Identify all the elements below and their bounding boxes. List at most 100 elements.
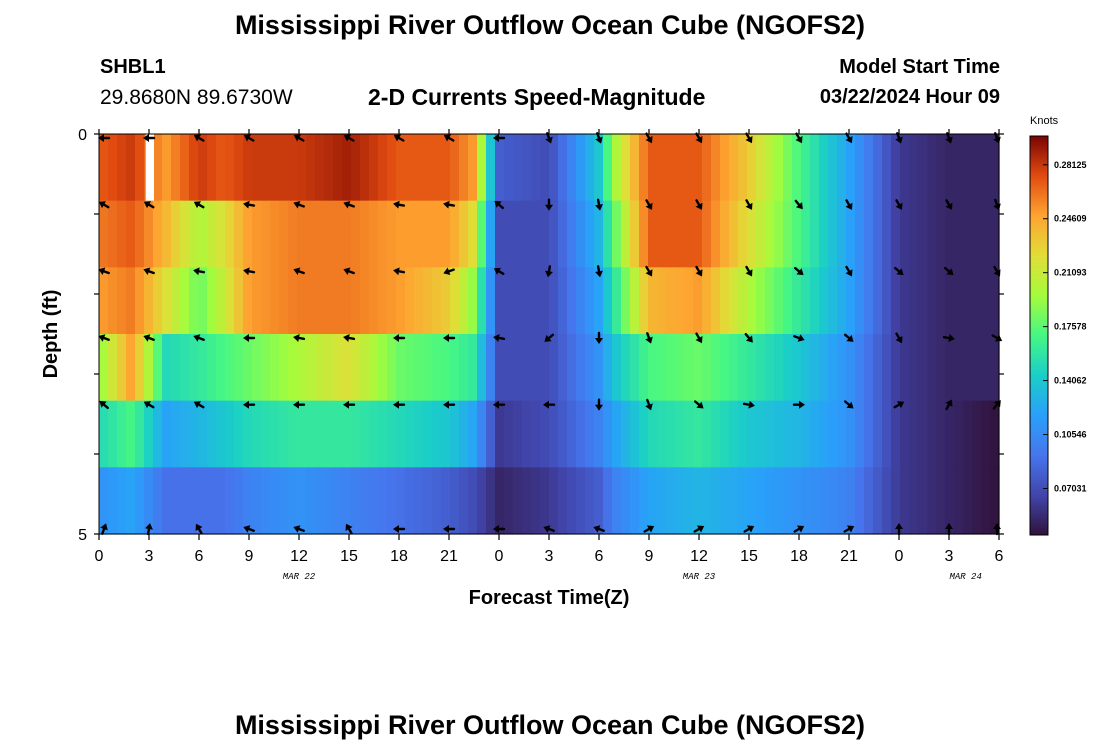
heatmap-cell (675, 400, 685, 468)
current-vector-arrow (443, 525, 456, 533)
heatmap-cell (252, 134, 262, 202)
current-vector-arrow (693, 400, 704, 409)
heatmap-cell (216, 334, 226, 402)
heatmap-cell (792, 200, 802, 268)
current-vector-arrow (98, 334, 110, 342)
heatmap-cell (873, 200, 883, 268)
heatmap-cell (387, 334, 397, 402)
heatmap-cell (657, 134, 667, 202)
heatmap-cell (765, 334, 775, 402)
heatmap-cell (963, 400, 973, 468)
heatmap-cell (261, 400, 271, 468)
heatmap-cell (261, 267, 271, 335)
heatmap-cell (207, 134, 217, 202)
heatmap-cell (270, 200, 280, 268)
heatmap-cell (756, 200, 766, 268)
heatmap-cell (972, 334, 982, 402)
heatmap-cell (369, 467, 379, 535)
heatmap-cell (108, 267, 118, 335)
heatmap-cell (702, 267, 712, 335)
heatmap-cell (315, 267, 325, 335)
heatmap-cell (180, 200, 190, 268)
heatmap-cell (990, 200, 1000, 268)
x-tick-label: 0 (95, 548, 104, 565)
heatmap-cell (711, 200, 721, 268)
heatmap-cell (873, 134, 883, 202)
current-vector-arrow (243, 334, 256, 342)
current-vector-arrow (545, 198, 553, 211)
heatmap-cell (396, 267, 406, 335)
heatmap-cell (576, 200, 586, 268)
x-tick-label: 12 (290, 548, 308, 565)
heatmap-cell (801, 334, 811, 402)
heatmap-cell (864, 334, 874, 402)
heatmap-cell (774, 134, 784, 202)
heatmap-cell (423, 267, 433, 335)
heatmap-cell (801, 200, 811, 268)
heatmap-cell (243, 334, 253, 402)
heatmap-cell (882, 400, 892, 468)
heatmap-cell (126, 267, 136, 335)
heatmap-cell (387, 467, 397, 535)
heatmap-cell (225, 200, 235, 268)
heatmap-cell (324, 400, 334, 468)
heatmap-cell (927, 200, 937, 268)
heatmap-cell (171, 400, 181, 468)
heatmap-cell (513, 334, 523, 402)
heatmap-cell (756, 267, 766, 335)
heatmap-cell (387, 400, 397, 468)
heatmap-cell (216, 134, 226, 202)
heatmap-cell (360, 200, 370, 268)
current-vector-arrow (693, 525, 705, 533)
heatmap-cell (720, 267, 730, 335)
heatmap-cell (693, 200, 703, 268)
heatmap-cell (603, 134, 613, 202)
heatmap-cell (963, 267, 973, 335)
heatmap-cell (432, 467, 442, 535)
heatmap-cell (189, 400, 199, 468)
heatmap-cell (216, 467, 226, 535)
heatmap-cell (738, 134, 748, 202)
current-vector-arrow (243, 525, 255, 533)
heatmap-cell (342, 134, 352, 202)
heatmap-cell (243, 267, 253, 335)
colorbar-tick-label: 0.21093 (1054, 268, 1087, 278)
heatmap-cell (261, 334, 271, 402)
current-vector-arrow (793, 525, 805, 533)
heatmap-cell (297, 134, 307, 202)
heatmap-cell (909, 400, 919, 468)
heatmap-cell (297, 334, 307, 402)
heatmap-cell (846, 267, 856, 335)
heatmap-cell (162, 267, 172, 335)
heatmap-cell (243, 200, 253, 268)
heatmap-cell (873, 400, 883, 468)
heatmap-cell (855, 400, 865, 468)
heatmap-cell (927, 267, 937, 335)
heatmap-cell (504, 134, 514, 202)
heatmap-cell (171, 200, 181, 268)
heatmap-cell (882, 467, 892, 535)
heatmap-cell (738, 334, 748, 402)
heatmap-cell (324, 334, 334, 402)
heatmap-cell (171, 267, 181, 335)
current-vector-arrow (845, 132, 853, 144)
heatmap-cell (180, 400, 190, 468)
heatmap-cell (549, 334, 559, 402)
heatmap-cell (612, 467, 622, 535)
heatmap-cell (891, 200, 901, 268)
heatmap-cell (360, 134, 370, 202)
heatmap-cell (900, 467, 910, 535)
heatmap-cell (360, 400, 370, 468)
heatmap-cell (747, 267, 757, 335)
heatmap-cell (315, 334, 325, 402)
heatmap-cell (666, 334, 676, 402)
heatmap-cell (990, 134, 1000, 202)
heatmap-cell (567, 334, 577, 402)
heatmap-cell (207, 334, 217, 402)
heatmap-cell (477, 267, 487, 335)
heatmap-cell (360, 267, 370, 335)
heatmap-cell (630, 267, 640, 335)
current-vector-arrow (193, 334, 205, 342)
heatmap-cell (189, 267, 199, 335)
heatmap-cell (864, 267, 874, 335)
